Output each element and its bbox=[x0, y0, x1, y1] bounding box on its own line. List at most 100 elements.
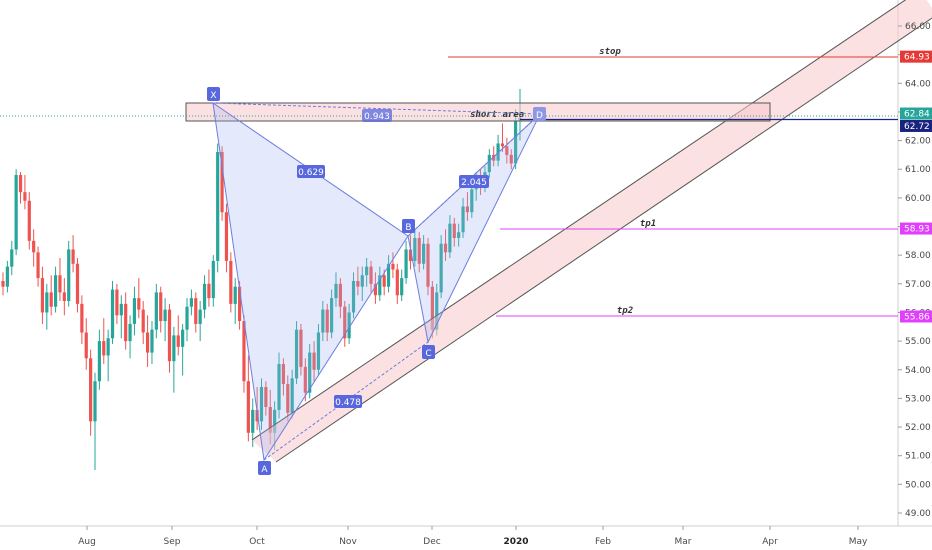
candle bbox=[417, 232, 421, 273]
ratio-0478-text: 0.478 bbox=[335, 398, 361, 408]
candle bbox=[509, 149, 513, 170]
y-tick-label: 55.00 bbox=[905, 337, 931, 347]
point-b-label: B bbox=[405, 223, 411, 233]
candle bbox=[505, 137, 509, 164]
y-tick-label: 53.00 bbox=[905, 394, 931, 404]
stop-level[interactable]: stop bbox=[448, 47, 898, 58]
price-tag bbox=[900, 119, 932, 132]
candle bbox=[115, 283, 119, 324]
candle bbox=[1, 272, 5, 296]
y-tick-label: 64.00 bbox=[905, 79, 931, 89]
x-tick-label: Feb bbox=[595, 537, 611, 547]
candle bbox=[443, 229, 448, 261]
point-b-badge bbox=[402, 219, 415, 233]
candle bbox=[233, 278, 237, 324]
candle bbox=[211, 255, 215, 307]
ratio-labels: 0.629 0.478 2.045 0.943 bbox=[297, 109, 489, 408]
candle bbox=[294, 321, 299, 385]
candle bbox=[176, 315, 180, 356]
point-a-label: A bbox=[261, 465, 268, 475]
candle bbox=[487, 149, 491, 178]
candle bbox=[167, 303, 172, 373]
price-tag-label: 64.93 bbox=[904, 53, 930, 63]
candle bbox=[71, 235, 75, 273]
candle bbox=[45, 283, 49, 330]
y-tick-label: 66.00 bbox=[905, 22, 931, 32]
candle bbox=[132, 286, 137, 336]
candle bbox=[150, 321, 154, 365]
candle bbox=[194, 292, 198, 333]
time-axis[interactable]: Aug Sep Oct Nov Dec 2020 Feb Mar Apr May bbox=[78, 526, 868, 547]
price-tag-label: 58.93 bbox=[904, 225, 930, 235]
candle bbox=[53, 266, 58, 313]
candle bbox=[80, 295, 84, 344]
candle bbox=[325, 303, 329, 342]
candle bbox=[137, 278, 141, 319]
candle bbox=[404, 240, 408, 284]
candle bbox=[378, 266, 382, 302]
candle bbox=[220, 146, 224, 221]
candle bbox=[457, 223, 461, 247]
ratio-badge-0478 bbox=[334, 395, 362, 408]
candle bbox=[338, 278, 342, 319]
candle bbox=[49, 275, 53, 316]
point-c-label: C bbox=[425, 349, 431, 359]
point-a-badge bbox=[258, 461, 271, 475]
candle bbox=[172, 326, 176, 393]
channel-upper-line[interactable] bbox=[251, 0, 932, 441]
candle bbox=[27, 192, 31, 250]
candle bbox=[224, 203, 229, 273]
candle bbox=[290, 369, 294, 419]
candle bbox=[496, 134, 500, 167]
x-tick-label: Oct bbox=[249, 537, 265, 547]
candle bbox=[229, 252, 233, 313]
channel-lower-line[interactable] bbox=[275, 17, 932, 463]
price-tag bbox=[900, 107, 932, 120]
candle bbox=[67, 240, 71, 307]
x-tick-label: Aug bbox=[78, 537, 96, 547]
candle bbox=[145, 315, 150, 367]
y-tick-label: 60.00 bbox=[905, 194, 931, 204]
y-tick-label: 61.00 bbox=[905, 165, 931, 175]
candle bbox=[58, 258, 62, 302]
y-tick-label: 51.00 bbox=[905, 452, 931, 462]
y-tick-label: 58.00 bbox=[905, 251, 931, 261]
candle bbox=[413, 229, 417, 267]
tp1-level[interactable]: tp1 bbox=[500, 219, 898, 230]
y-tick-label: 50.00 bbox=[905, 480, 931, 490]
candle bbox=[386, 255, 391, 293]
candle bbox=[316, 323, 321, 376]
candle bbox=[40, 266, 45, 324]
plot-area[interactable] bbox=[0, 0, 898, 526]
y-tick-label: 49.00 bbox=[905, 509, 931, 519]
candle bbox=[448, 215, 452, 259]
candle bbox=[277, 352, 281, 419]
candle bbox=[189, 289, 193, 316]
price-tag bbox=[900, 310, 932, 323]
candle bbox=[395, 263, 399, 304]
point-x-badge bbox=[207, 87, 220, 101]
candle bbox=[159, 286, 163, 333]
price-tags: 64.93 62.84 62.72 58.93 55.86 bbox=[900, 50, 932, 323]
candle bbox=[119, 295, 123, 339]
candle bbox=[128, 315, 132, 359]
candle bbox=[500, 123, 505, 153]
ratio-0629-text: 0.629 bbox=[298, 168, 324, 178]
pattern-point-labels: X A B C D bbox=[207, 87, 546, 475]
candle bbox=[286, 375, 290, 422]
point-c-badge bbox=[422, 345, 435, 359]
ratio-badge-2045 bbox=[459, 175, 489, 188]
candle bbox=[32, 229, 36, 267]
ratio-2045-text: 2.045 bbox=[461, 178, 487, 188]
x-tick-label: 2020 bbox=[503, 537, 528, 547]
price-tag bbox=[900, 222, 932, 235]
candle bbox=[97, 329, 101, 390]
price-tag bbox=[900, 50, 932, 63]
candle bbox=[106, 329, 110, 382]
candle bbox=[163, 298, 167, 342]
price-axis[interactable]: 49.0050.0051.0052.0053.0054.0055.0056.00… bbox=[898, 22, 931, 519]
candle bbox=[62, 278, 66, 316]
tp2-level[interactable]: tp2 bbox=[496, 306, 898, 317]
price-tag-label: 62.72 bbox=[904, 122, 930, 132]
